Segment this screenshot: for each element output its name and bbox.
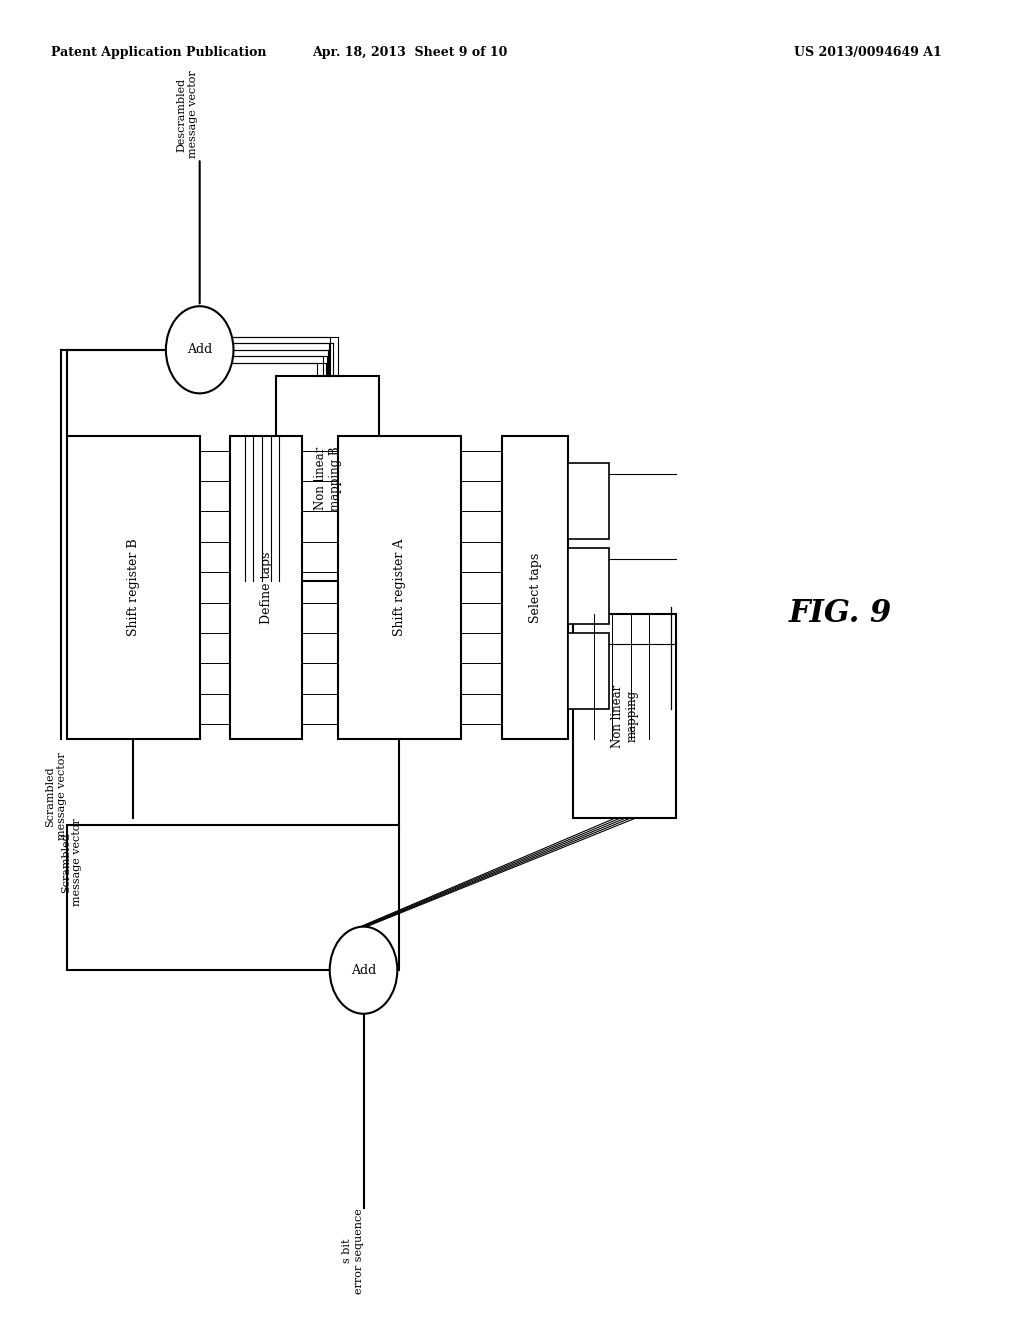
Text: Define taps: Define taps (260, 552, 272, 623)
Text: s bit
error sequence: s bit error sequence (342, 1208, 365, 1294)
Text: Add: Add (187, 343, 212, 356)
Text: Shift register A: Shift register A (393, 539, 406, 636)
Text: Select taps: Select taps (528, 552, 542, 623)
FancyBboxPatch shape (568, 548, 609, 624)
Text: FIG. 9: FIG. 9 (788, 598, 892, 630)
FancyBboxPatch shape (573, 614, 676, 818)
FancyBboxPatch shape (276, 376, 379, 581)
FancyBboxPatch shape (230, 436, 302, 739)
Text: Non linear
mapping B: Non linear mapping B (313, 446, 342, 511)
FancyBboxPatch shape (502, 436, 568, 739)
Circle shape (166, 306, 233, 393)
FancyBboxPatch shape (338, 436, 461, 739)
FancyBboxPatch shape (568, 632, 609, 709)
Text: Scrambled
message vector: Scrambled message vector (60, 818, 83, 906)
FancyBboxPatch shape (67, 825, 399, 970)
Text: Shift register B: Shift register B (127, 539, 139, 636)
FancyBboxPatch shape (67, 436, 200, 739)
Text: Apr. 18, 2013  Sheet 9 of 10: Apr. 18, 2013 Sheet 9 of 10 (312, 46, 507, 59)
Text: Patent Application Publication: Patent Application Publication (51, 46, 266, 59)
Circle shape (330, 927, 397, 1014)
Text: US 2013/0094649 A1: US 2013/0094649 A1 (795, 46, 942, 59)
Text: Non linear
mapping: Non linear mapping (610, 685, 639, 747)
FancyBboxPatch shape (568, 463, 609, 539)
Text: Descrambled
message vector: Descrambled message vector (176, 71, 199, 158)
Text: Add: Add (351, 964, 376, 977)
Text: Scrambled
message vector: Scrambled message vector (45, 752, 68, 840)
